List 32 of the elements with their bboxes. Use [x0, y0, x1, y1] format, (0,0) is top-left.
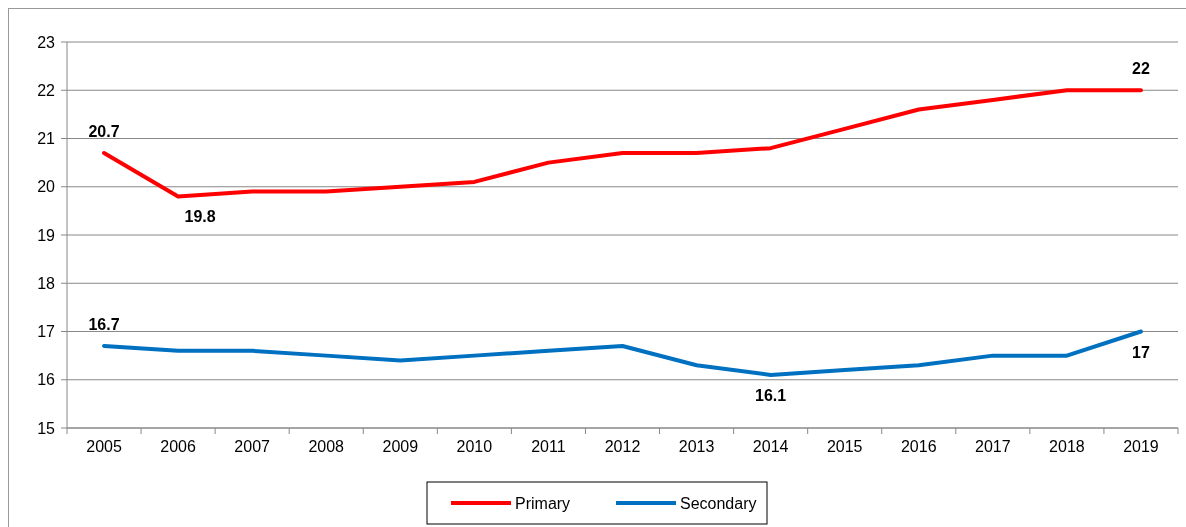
x-tick-label: 2013: [678, 438, 715, 455]
data-label: 16.1: [755, 386, 787, 404]
x-tick-label: 2006: [160, 438, 196, 455]
y-tick-label: 21: [37, 130, 56, 148]
x-tick-label: 2018: [1049, 438, 1085, 455]
y-tick-label: 16: [37, 371, 56, 389]
data-label: 16.7: [88, 315, 120, 333]
data-label: 22: [1132, 60, 1150, 78]
legend-label: Primary: [515, 494, 571, 512]
x-tick-label: 2015: [826, 438, 863, 455]
legend-label: Secondary: [680, 494, 757, 512]
x-tick-label: 2019: [1123, 438, 1159, 455]
y-tick-label: 23: [37, 33, 56, 51]
y-tick-label: 20: [37, 178, 56, 196]
x-tick-label: 2008: [308, 438, 345, 455]
x-tick-label: 2007: [234, 438, 271, 455]
x-tick-label: 2017: [975, 438, 1011, 455]
data-label: 19.8: [184, 208, 216, 226]
data-label: 20.7: [88, 122, 120, 140]
y-tick-label: 22: [37, 81, 56, 99]
x-tick-label: 2010: [456, 438, 493, 455]
x-tick-label: 2012: [604, 438, 641, 455]
y-tick-label: 17: [37, 323, 56, 341]
x-tick-label: 2009: [382, 438, 419, 455]
x-tick-label: 2005: [86, 438, 122, 455]
x-tick-label: 2016: [900, 438, 937, 455]
y-tick-label: 15: [37, 419, 56, 437]
y-tick-label: 19: [37, 226, 56, 244]
y-tick-label: 18: [37, 274, 56, 292]
data-label: 17: [1132, 343, 1150, 361]
x-tick-label: 2011: [531, 438, 566, 455]
x-tick-label: 2014: [752, 438, 789, 455]
